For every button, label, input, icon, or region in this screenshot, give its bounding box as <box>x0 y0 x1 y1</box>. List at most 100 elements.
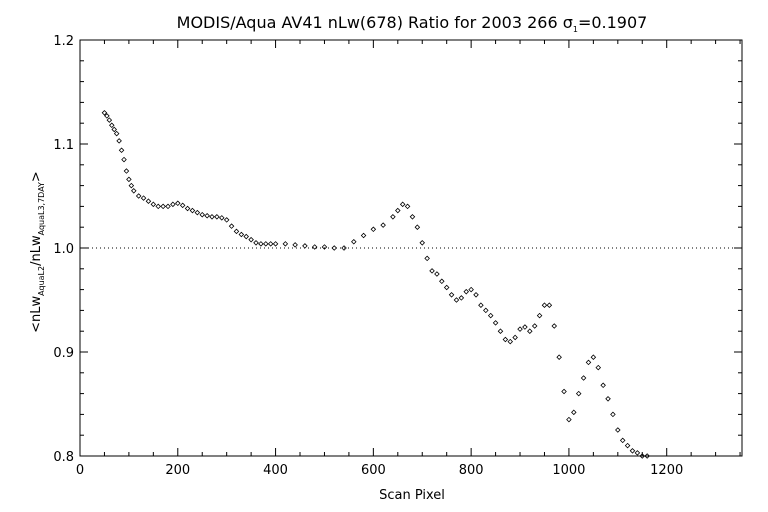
x-tick-label: 1000 <box>552 463 585 478</box>
data-point <box>302 243 308 249</box>
data-point <box>512 334 518 341</box>
data-point <box>370 226 377 233</box>
data-point <box>267 241 274 247</box>
data-point <box>123 168 130 174</box>
data-point <box>605 396 611 402</box>
data-point <box>292 242 298 248</box>
data-point <box>331 245 338 251</box>
y-label-close: > <box>29 171 44 182</box>
data-point <box>419 240 426 246</box>
chart-title-sigma: σ <box>563 13 573 32</box>
data-point <box>209 214 215 220</box>
data-point <box>258 241 264 247</box>
x-tick-label: 1200 <box>650 463 683 478</box>
y-label-open: <nLw <box>29 295 44 332</box>
x-axis-ticks: 0 200 400 600 800 1000 1200 <box>76 40 741 478</box>
data-point <box>179 202 186 209</box>
chart-title-main: MODIS/Aqua AV41 nLw(678) Ratio for 2003 … <box>177 13 563 32</box>
data-point <box>507 338 514 345</box>
data-point <box>109 122 115 129</box>
data-point <box>463 288 470 295</box>
data-point <box>497 328 504 334</box>
data-point <box>113 130 120 137</box>
plot-frame <box>79 39 743 457</box>
data-point <box>644 453 650 459</box>
x-tick-label: 0 <box>76 463 84 478</box>
data-point <box>131 188 137 194</box>
data-point <box>404 203 411 210</box>
data-point <box>160 203 166 210</box>
data-point <box>629 448 636 454</box>
data-points <box>101 110 650 459</box>
y-label-sub2: AquaL3,7DAY <box>37 182 46 235</box>
data-point <box>639 453 646 459</box>
data-point <box>263 241 269 247</box>
data-point <box>473 292 479 298</box>
data-point <box>126 176 132 183</box>
data-point <box>429 268 435 274</box>
plot-area: 0 200 400 600 800 1000 1200 0.8 0.9 1.0 1.1 1.2 <box>53 34 743 478</box>
data-point <box>311 244 318 250</box>
data-point <box>243 233 249 240</box>
data-point <box>351 238 357 245</box>
data-point <box>155 203 161 210</box>
x-tick-label: 400 <box>263 463 288 478</box>
data-point <box>615 427 621 433</box>
data-point <box>204 212 210 219</box>
data-point <box>478 302 484 308</box>
data-point <box>135 193 142 199</box>
data-point <box>590 354 597 360</box>
data-point <box>483 307 489 314</box>
data-point <box>223 217 230 223</box>
y-tick-label: 1.0 <box>53 242 74 257</box>
data-point <box>575 390 582 397</box>
x-axis-label: Scan Pixel <box>379 488 445 503</box>
data-point <box>145 198 152 204</box>
data-point <box>468 286 474 293</box>
data-point <box>409 214 416 220</box>
data-point <box>233 228 240 235</box>
data-point <box>517 326 523 332</box>
y-tick-label: 0.9 <box>53 346 74 361</box>
data-point <box>443 284 450 291</box>
data-point <box>634 450 641 456</box>
data-point <box>458 295 465 301</box>
data-point <box>219 215 225 221</box>
data-point <box>238 231 245 238</box>
chart-title: MODIS/Aqua AV41 nLw(678) Ratio for 2003 … <box>177 13 648 34</box>
data-point <box>199 211 205 218</box>
data-point <box>585 359 592 366</box>
data-point <box>116 138 122 144</box>
data-point <box>140 195 147 201</box>
data-point <box>536 312 543 319</box>
data-point <box>175 200 181 207</box>
data-point <box>395 207 401 214</box>
data-point <box>104 113 110 119</box>
data-point <box>600 382 606 389</box>
data-point <box>214 214 220 220</box>
y-tick-label: 1.1 <box>53 138 74 153</box>
chart-title-sigma-sub: 1 <box>573 25 578 34</box>
data-point <box>414 224 421 230</box>
data-point <box>566 416 572 423</box>
data-point <box>380 222 386 228</box>
data-point <box>111 126 117 133</box>
data-point <box>556 354 562 360</box>
chart-title-value: =0.1907 <box>578 13 647 32</box>
data-point <box>610 411 616 418</box>
y-axis-ticks: 0.8 0.9 1.0 1.1 1.2 <box>53 34 742 465</box>
data-point <box>121 156 127 163</box>
data-point <box>624 442 631 449</box>
data-point <box>561 388 567 395</box>
data-point <box>128 182 135 189</box>
x-tick-label: 800 <box>459 463 484 478</box>
x-tick-label: 200 <box>165 463 190 478</box>
y-tick-label: 0.8 <box>53 450 74 465</box>
data-point <box>492 320 499 326</box>
y-tick-label: 1.2 <box>53 34 74 49</box>
data-point <box>399 201 406 208</box>
data-point <box>527 328 533 334</box>
data-point <box>341 245 347 251</box>
data-point <box>150 201 157 208</box>
data-point <box>502 336 509 343</box>
